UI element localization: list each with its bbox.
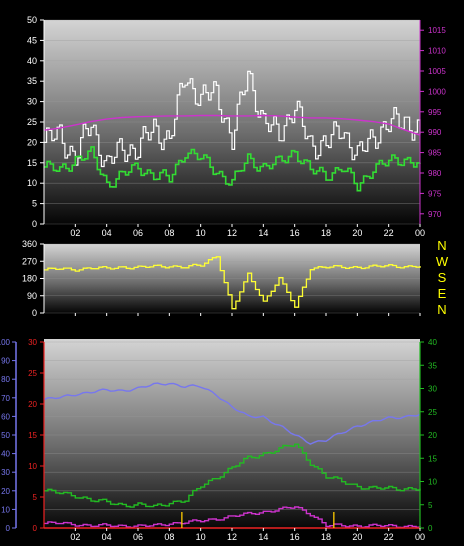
temp-tick-label: 5 — [428, 501, 433, 510]
direction-tick-label: 360 — [22, 239, 37, 249]
temp-tick-label: 10 — [428, 478, 437, 487]
compass-label: W — [436, 254, 449, 269]
baro-tick-label: 1015 — [428, 26, 446, 35]
humidity-tick-label: 40 — [1, 450, 10, 459]
x-tick-label: 00 — [415, 228, 425, 238]
humidity-tick-label: 10 — [1, 505, 10, 514]
x-tick-label: 14 — [258, 532, 268, 542]
wind-tick-label: 35 — [27, 76, 37, 86]
wind-tick-label: 50 — [27, 15, 37, 25]
humidity-tick-label: 70 — [1, 394, 10, 403]
temp-tick-label: 20 — [428, 431, 437, 440]
humidity-tick-label: 60 — [1, 412, 10, 421]
wind-tick-label: 5 — [32, 199, 37, 209]
humidity-tick-label: 0 — [6, 524, 11, 533]
baro-tick-label: 1010 — [428, 47, 446, 56]
humidity-tick-label: 90 — [1, 357, 10, 366]
wind-tick-label: 10 — [27, 178, 37, 188]
x-tick-label: 02 — [70, 228, 80, 238]
x-tick-label: 16 — [290, 532, 300, 542]
barometer-line — [43, 114, 421, 136]
rain-tick-label: 25 — [28, 369, 37, 378]
temp-tick-label: 35 — [428, 361, 437, 370]
rain-axis-title: Rainfall (mm) — [0, 321, 72, 335]
wind-tick-label: 25 — [27, 117, 37, 127]
x-tick-label: 00 — [415, 532, 425, 542]
climate-panel — [44, 339, 420, 530]
x-tick-label: 18 — [321, 532, 331, 542]
rain-tick-label: 0 — [33, 524, 38, 533]
x-tick-label: 22 — [384, 228, 394, 238]
x-tick-label: 10 — [196, 532, 206, 542]
x-tick-label: 04 — [102, 228, 112, 238]
humidity-axis-title: Humidity — [68, 321, 115, 335]
x-tick-label: 02 — [70, 532, 80, 542]
x-tick-label: 08 — [164, 532, 174, 542]
humidity-tick-label: 20 — [1, 487, 10, 496]
rain-tick-label: 10 — [28, 462, 37, 471]
humidity-line — [43, 382, 421, 445]
graph-title: 24 hour graph day : 03 February 2026 — [173, 0, 376, 14]
baro-tick-label: 970 — [428, 210, 442, 219]
humidity-tick-label: 30 — [1, 468, 10, 477]
temp-tick-label: 25 — [428, 408, 437, 417]
rain-tick-label: 20 — [28, 400, 37, 409]
wind-average-line — [44, 146, 421, 192]
humidity-tick-label: 100 — [0, 338, 11, 347]
rain-tick-label: 30 — [28, 338, 37, 347]
wind-axis-title: Windspeed (kph) — [33, 0, 124, 14]
baro-axis-title: Barometer (mb) — [370, 0, 455, 14]
baro-tick-label: 975 — [428, 189, 442, 198]
x-tick-label: 12 — [227, 532, 237, 542]
direction-tick-label: 270 — [22, 256, 37, 266]
rain-tick-label: 15 — [28, 431, 37, 440]
temp-tick-label: 40 — [428, 338, 437, 347]
x-tick-label: 08 — [164, 228, 174, 238]
wind-tick-label: 30 — [27, 97, 37, 107]
baro-tick-label: 990 — [428, 128, 442, 137]
baro-tick-label: 1000 — [428, 87, 446, 96]
temp-axis-title: Temperature (C) — [312, 321, 400, 335]
direction-tick-label: 90 — [27, 291, 37, 301]
temp-tick-label: 0 — [428, 524, 433, 533]
baro-tick-label: 980 — [428, 169, 442, 178]
x-tick-label: 22 — [384, 532, 394, 542]
x-tick-label: 18 — [321, 228, 331, 238]
compass-label: N — [437, 238, 446, 253]
humidity-tick-label: 80 — [1, 375, 10, 384]
dew-axis-title: Dew Point (C) — [393, 321, 464, 335]
rain-tick-label: 5 — [33, 493, 38, 502]
wind-tick-label: 40 — [27, 56, 37, 66]
direction-tick-label: 0 — [32, 308, 37, 318]
x-tick-label: 06 — [133, 228, 143, 238]
x-tick-label: 16 — [290, 228, 300, 238]
baro-tick-label: 1005 — [428, 67, 446, 76]
x-tick-label: 06 — [133, 532, 143, 542]
x-tick-label: 20 — [352, 228, 362, 238]
x-tick-label: 10 — [196, 228, 206, 238]
x-tick-label: 04 — [102, 532, 112, 542]
x-tick-label: 14 — [258, 228, 268, 238]
wind-tick-label: 45 — [27, 35, 37, 45]
temp-tick-label: 30 — [428, 385, 437, 394]
wind-tick-label: 15 — [27, 158, 37, 168]
wind-tick-label: 0 — [32, 219, 37, 229]
wind-tick-label: 20 — [27, 137, 37, 147]
humidity-tick-label: 50 — [1, 431, 10, 440]
direction-tick-label: 180 — [22, 274, 37, 284]
compass-label: S — [438, 270, 447, 285]
windspeed-line — [44, 70, 421, 168]
baro-tick-label: 995 — [428, 108, 442, 117]
temp-tick-label: 15 — [428, 454, 437, 463]
dewpoint-line — [44, 506, 421, 529]
compass-label: E — [438, 286, 447, 301]
compass-label: N — [437, 302, 446, 317]
temperature-line — [44, 443, 421, 508]
baro-tick-label: 985 — [428, 149, 442, 158]
x-tick-label: 20 — [352, 532, 362, 542]
wind-direction-line — [44, 256, 421, 310]
x-tick-label: 12 — [227, 228, 237, 238]
